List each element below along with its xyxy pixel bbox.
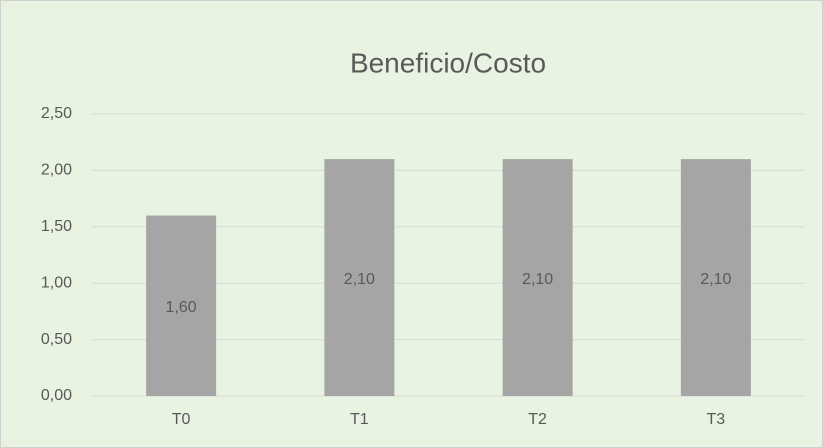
y-tick-label: 0,50	[41, 331, 72, 348]
chart-title: Beneficio/Costo	[350, 47, 546, 78]
x-tick-label: T0	[172, 411, 191, 428]
bar	[146, 215, 217, 396]
bar	[502, 159, 573, 396]
y-tick-label: 0,00	[41, 387, 72, 404]
data-label: 1,60	[166, 299, 197, 316]
data-label: 2,10	[344, 271, 375, 288]
y-tick-label: 2,00	[41, 162, 72, 179]
y-tick-label: 2,50	[41, 105, 72, 122]
bar	[680, 159, 751, 396]
bar	[324, 159, 395, 396]
x-tick-label: T1	[350, 411, 369, 428]
x-tick-label: T2	[528, 411, 547, 428]
y-tick-label: 1,50	[41, 218, 72, 235]
x-tick-label: T3	[707, 411, 726, 428]
data-label: 2,10	[700, 271, 731, 288]
y-tick-label: 1,00	[41, 274, 72, 291]
data-label: 2,10	[522, 271, 553, 288]
